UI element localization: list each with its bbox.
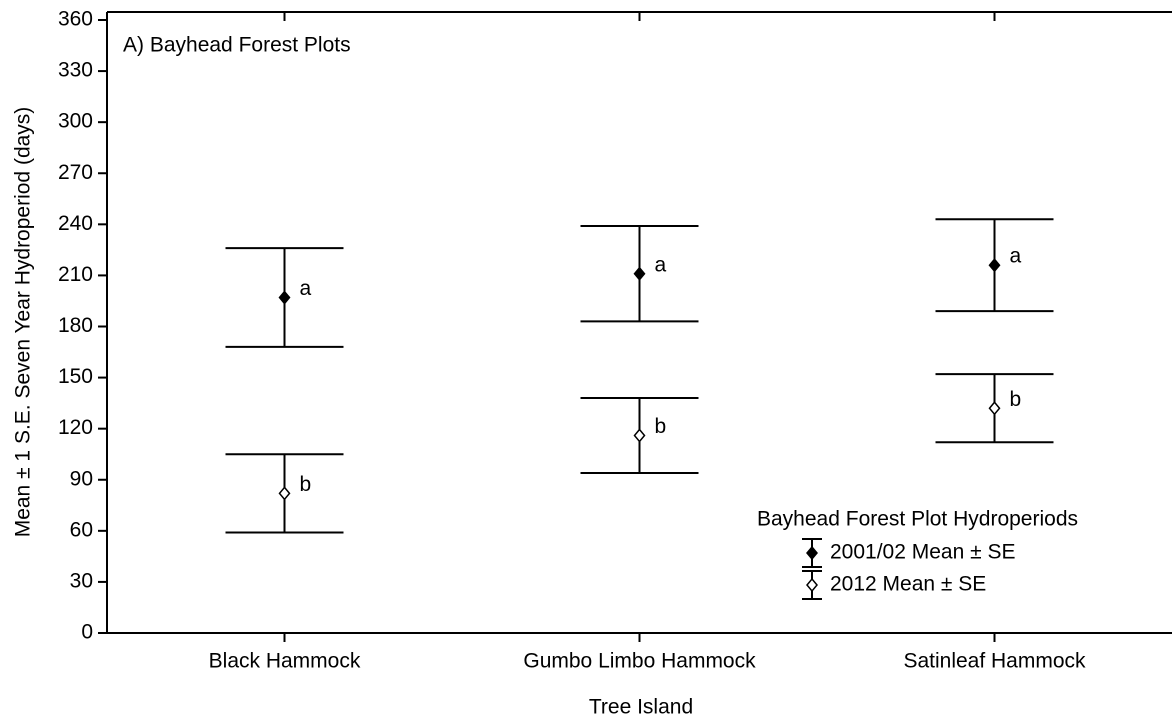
legend-title: Bayhead Forest Plot Hydroperiods: [757, 508, 1078, 531]
y-tick-label: 90: [70, 467, 93, 490]
legend-marker: [806, 577, 818, 593]
y-tick-label: 330: [58, 59, 93, 82]
legend-label: 2001/02 Mean ± SE: [830, 541, 1015, 564]
mean-marker: [633, 428, 646, 443]
significance-letter: a: [300, 277, 312, 300]
chart-title: A) Bayhead Forest Plots: [123, 34, 351, 57]
mean-marker: [988, 401, 1001, 416]
y-tick-label: 0: [81, 621, 93, 644]
legend-label: 2012 Mean ± SE: [830, 573, 986, 596]
x-tick-label: Gumbo Limbo Hammock: [523, 650, 756, 673]
y-tick-label: 210: [58, 263, 93, 286]
y-tick-label: 30: [70, 569, 93, 592]
y-tick-label: 270: [58, 161, 93, 184]
y-tick-label: 60: [70, 518, 93, 541]
significance-letter: a: [655, 253, 667, 276]
mean-marker: [633, 266, 646, 281]
y-tick-label: 240: [58, 212, 93, 235]
mean-marker: [988, 258, 1001, 273]
y-tick-label: 300: [58, 110, 93, 133]
y-tick-label: 120: [58, 416, 93, 439]
y-tick-label: 360: [58, 8, 93, 31]
y-axis-label: Mean ± 1 S.E. Seven Year Hydroperiod (da…: [12, 107, 35, 538]
x-tick-label: Satinleaf Hammock: [903, 650, 1086, 673]
significance-letter: b: [1010, 388, 1022, 411]
mean-marker: [278, 290, 291, 305]
y-tick-label: 180: [58, 314, 93, 337]
y-tick-label: 150: [58, 365, 93, 388]
significance-letter: a: [1010, 245, 1022, 268]
mean-marker: [278, 486, 291, 501]
legend-marker: [806, 545, 818, 561]
significance-letter: b: [655, 415, 667, 438]
significance-letter: b: [300, 473, 312, 496]
x-tick-label: Black Hammock: [209, 650, 361, 673]
x-axis-label: Tree Island: [589, 696, 693, 719]
